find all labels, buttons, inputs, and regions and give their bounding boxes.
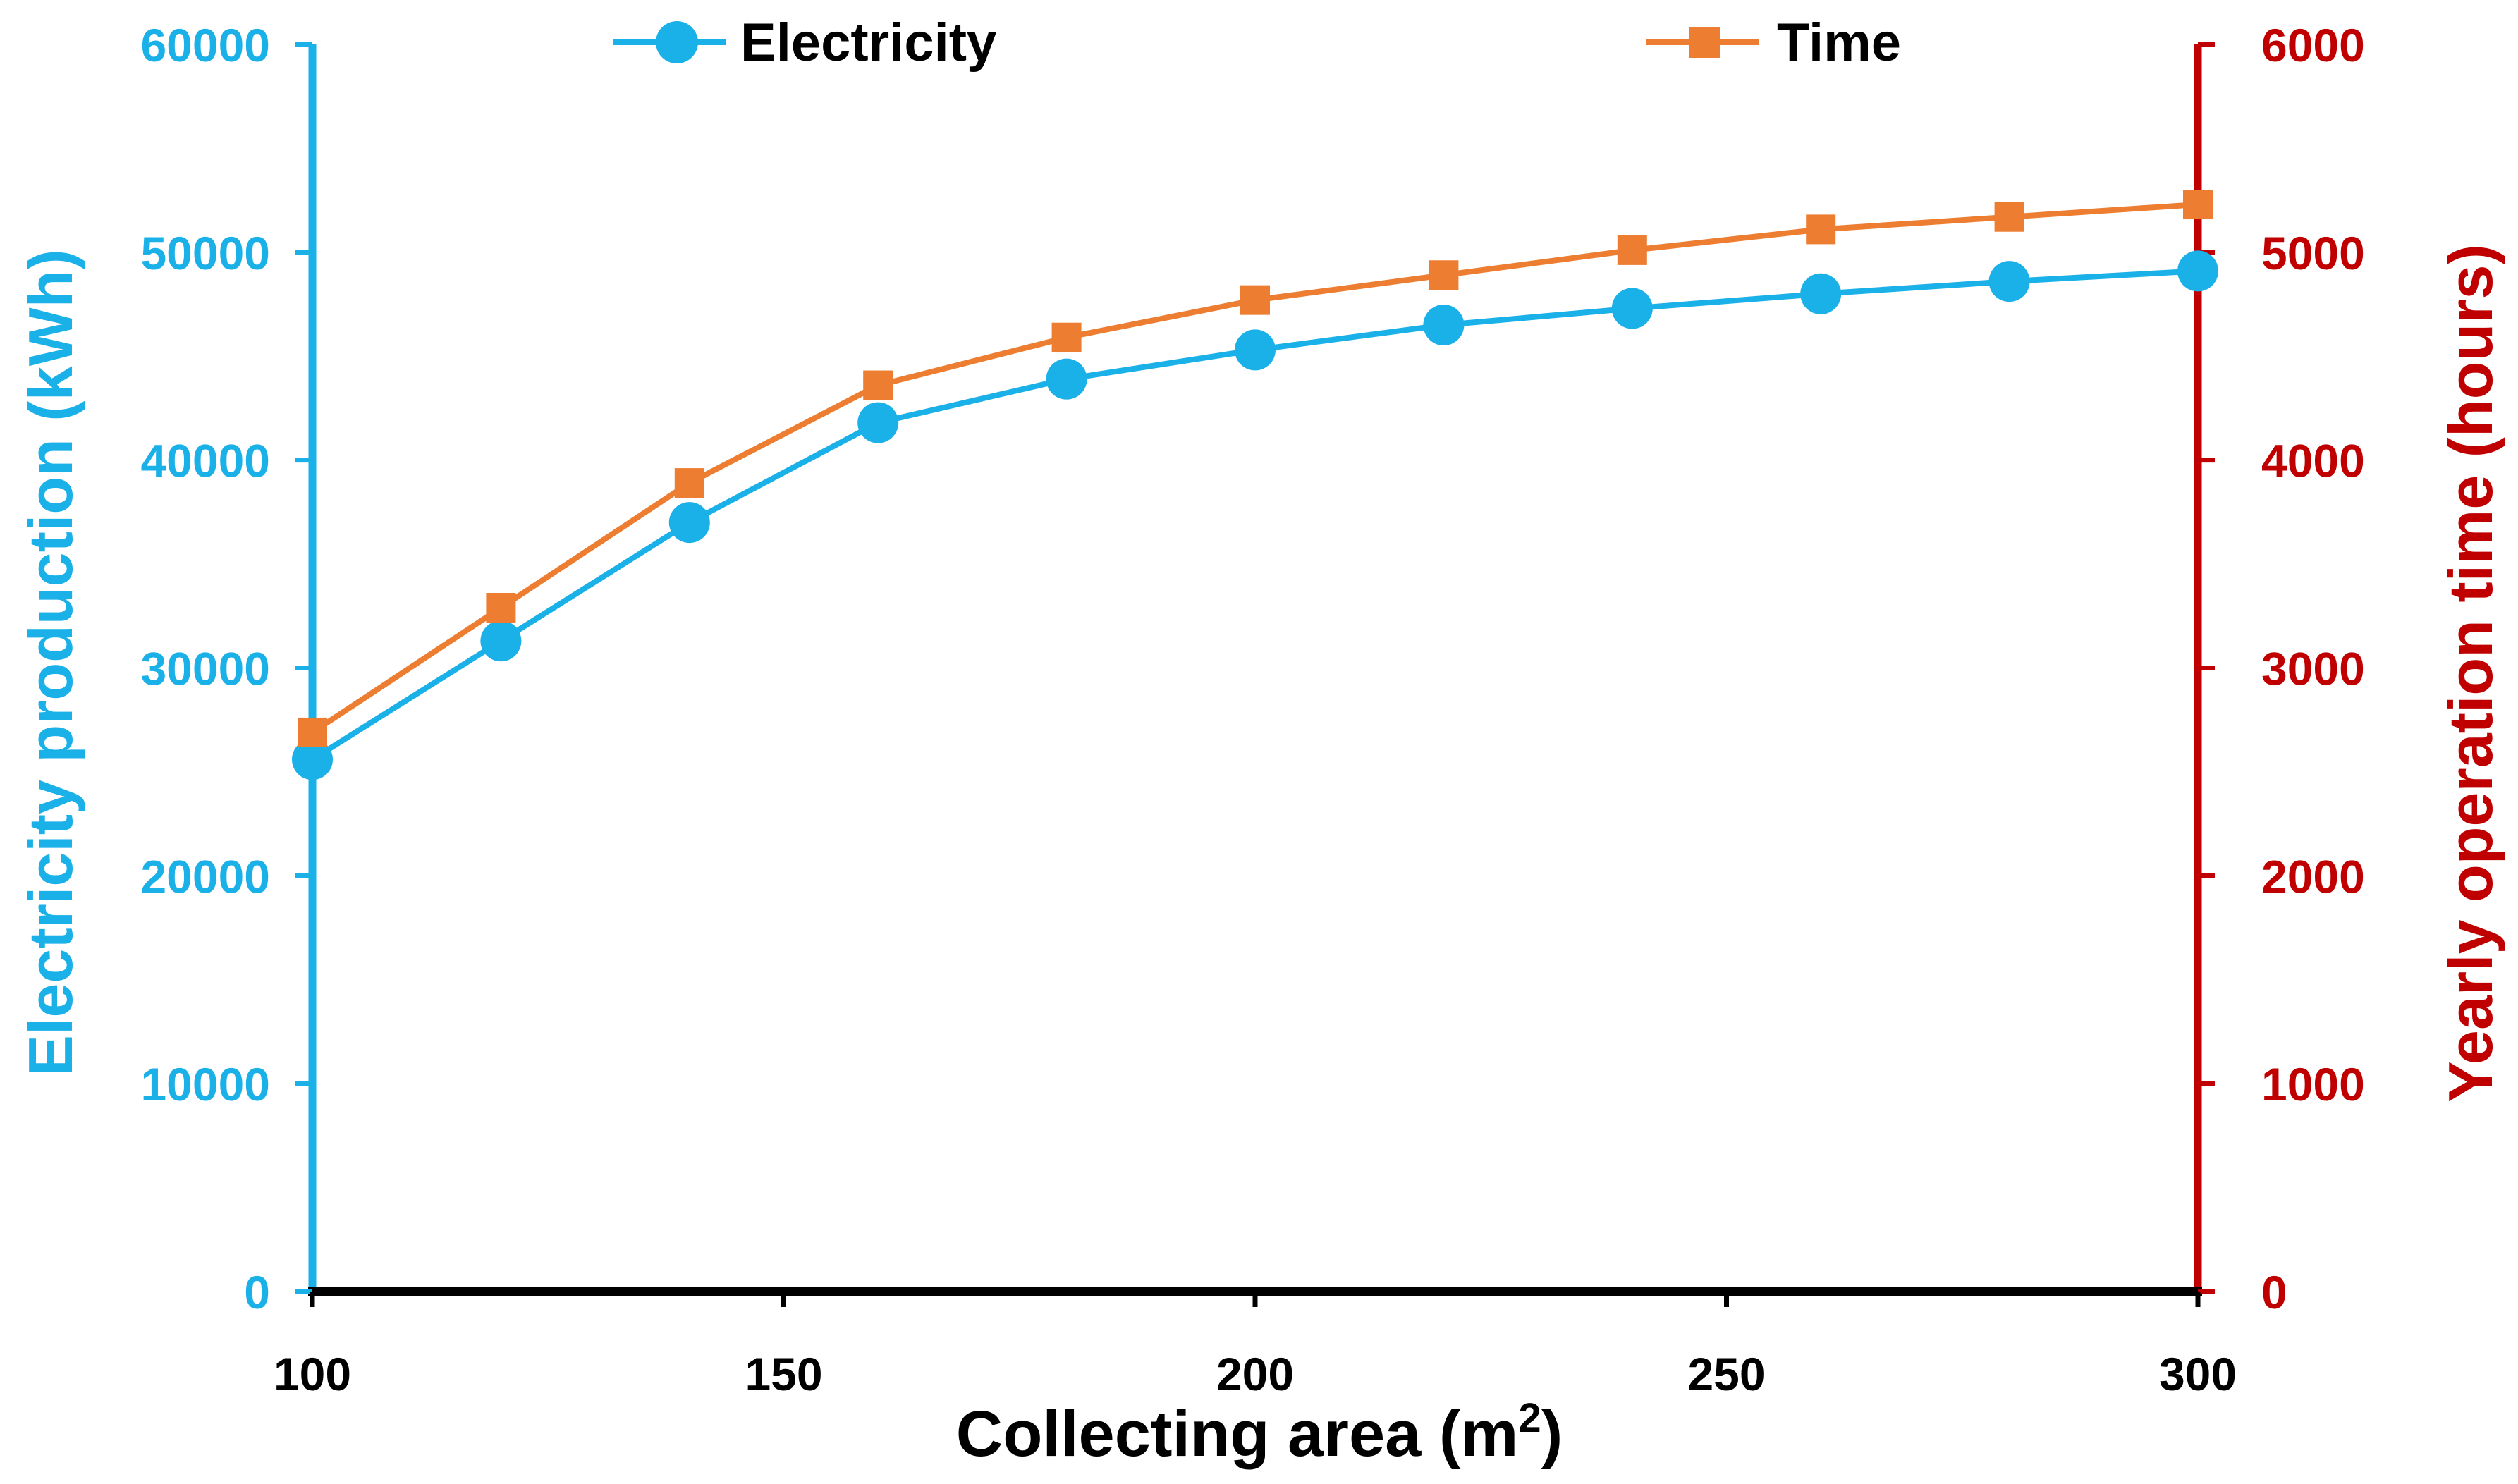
left-y-tick-label: 30000 bbox=[140, 643, 270, 695]
right-y-tick-label: 1000 bbox=[2261, 1058, 2365, 1110]
x-axis-label: Collecting area (m2) bbox=[956, 1395, 1563, 1470]
ticks-layer: 0 10000 20000 30000 40000 50000 60000 0 1000 2000… bbox=[140, 19, 2364, 1400]
x-tick-label: 150 bbox=[745, 1348, 822, 1400]
data-point-time bbox=[1806, 214, 1836, 245]
left-y-tick-label: 50000 bbox=[140, 227, 270, 279]
data-point-electricity bbox=[1800, 273, 1842, 314]
data-point-time bbox=[1240, 285, 1270, 315]
data-point-time bbox=[1617, 235, 1647, 265]
legend: Electricity Time bbox=[613, 13, 1901, 73]
right-y-tick-label: 2000 bbox=[2261, 850, 2365, 902]
x-axis-label-suffix: ) bbox=[1541, 1398, 1563, 1470]
data-point-electricity bbox=[668, 502, 710, 544]
x-axis-label-text: Collecting area (m bbox=[956, 1398, 1519, 1470]
data-point-electricity bbox=[1235, 329, 1276, 371]
x-tick-label: 300 bbox=[2159, 1348, 2237, 1400]
data-point-electricity bbox=[1611, 288, 1653, 329]
markers-layer bbox=[292, 190, 2218, 780]
data-point-electricity bbox=[1423, 305, 1465, 346]
legend-marker-time bbox=[1689, 27, 1720, 58]
left-y-tick-label: 40000 bbox=[140, 435, 270, 487]
data-point-time bbox=[2183, 190, 2213, 220]
left-y-tick-label: 10000 bbox=[140, 1058, 270, 1110]
data-point-time bbox=[298, 717, 327, 747]
data-point-time bbox=[863, 370, 893, 400]
data-point-electricity bbox=[480, 620, 522, 662]
right-y-axis-label: Yearly operation time (hours) bbox=[2436, 244, 2505, 1103]
right-y-tick-label: 6000 bbox=[2261, 19, 2365, 71]
data-point-time bbox=[1051, 322, 1082, 352]
right-y-tick-label: 3000 bbox=[2261, 643, 2365, 695]
right-y-tick-label: 5000 bbox=[2261, 227, 2365, 279]
left-y-tick-label: 20000 bbox=[140, 850, 270, 902]
x-tick-label: 200 bbox=[1216, 1348, 1294, 1400]
right-y-tick-label: 0 bbox=[2261, 1266, 2287, 1318]
data-point-electricity bbox=[1988, 261, 2030, 302]
data-point-electricity bbox=[1046, 358, 1087, 400]
left-y-tick-label: 0 bbox=[244, 1266, 270, 1318]
data-point-time bbox=[1994, 202, 2024, 232]
data-point-electricity bbox=[2177, 250, 2218, 292]
legend-marker-electricity bbox=[656, 21, 698, 63]
x-axis-label-superscript: 2 bbox=[1518, 1395, 1541, 1441]
data-point-time bbox=[1429, 260, 1459, 290]
x-tick-label: 250 bbox=[1687, 1348, 1765, 1400]
series-line-time bbox=[310, 202, 2199, 735]
legend-label-electricity: Electricity bbox=[740, 13, 996, 73]
data-point-time bbox=[674, 468, 704, 498]
data-point-electricity bbox=[857, 402, 899, 443]
data-point-electricity bbox=[292, 739, 333, 780]
data-point-time bbox=[486, 592, 516, 623]
legend-label-time: Time bbox=[1777, 13, 1901, 73]
right-y-tick-label: 4000 bbox=[2261, 435, 2365, 487]
left-y-tick-label: 60000 bbox=[140, 19, 270, 71]
x-tick-label: 100 bbox=[274, 1348, 351, 1400]
left-y-axis-label: Electricity production (kWh) bbox=[16, 249, 85, 1076]
